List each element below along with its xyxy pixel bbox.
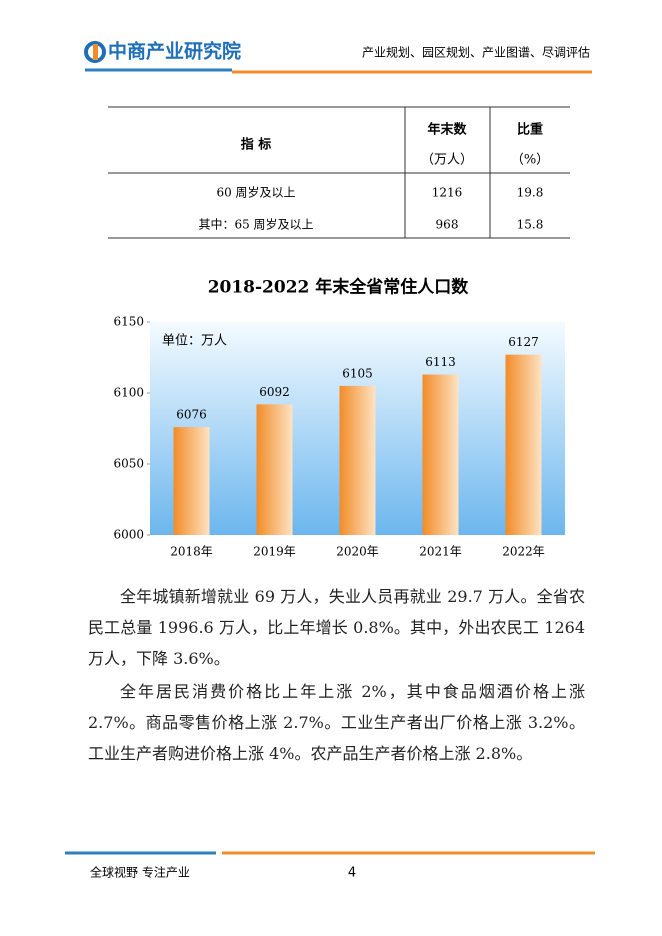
y-tick-label: 6000 (113, 528, 144, 542)
data-label: 6127 (508, 335, 539, 349)
bar (339, 385, 376, 535)
bar (256, 404, 293, 535)
page-number: 4 (348, 866, 356, 881)
data-label: 6092 (259, 385, 290, 399)
table-header: （%） (511, 153, 549, 168)
paragraph: 全年居民消费价格比上年上涨 2%，其中食品烟酒价格上涨 2.7%。商品零售价格上… (88, 682, 585, 763)
y-tick-label: 6150 (113, 315, 144, 329)
bar (173, 427, 210, 535)
x-tick-label: 2022年 (502, 545, 545, 559)
table-cell: 968 (436, 218, 459, 232)
table-header: 指 标 (241, 137, 272, 153)
footer-slogan: 全球视野 专注产业 (90, 865, 190, 880)
tagline: 产业规划、园区规划、产业图谱、尽调评估 (362, 45, 590, 60)
data-label: 6113 (425, 355, 456, 369)
bar (505, 354, 542, 535)
table-header: 比重 (517, 122, 543, 138)
logo-text: 中商产业研究院 (108, 40, 241, 63)
x-tick-label: 2019年 (253, 545, 296, 559)
table-cell: 19.8 (517, 186, 544, 200)
unit-label: 单位：万人 (162, 334, 227, 349)
table-cell: 其中：65 周岁及以上 (198, 217, 313, 232)
table-cell: 1216 (432, 186, 463, 200)
y-tick-label: 6100 (113, 386, 144, 400)
paragraph: 全年城镇新增就业 69 万人，失业人员再就业 29.7 万人。全省农民工总量 1… (88, 587, 585, 668)
x-tick-label: 2018年 (170, 545, 213, 559)
table-header: （万人） (421, 153, 473, 168)
x-tick-label: 2021年 (419, 545, 462, 559)
chart-title: 2018-2022 年末全省常住人口数 (208, 277, 470, 298)
data-label: 6105 (342, 366, 373, 380)
logo-icon (84, 41, 106, 63)
logo-icon (93, 44, 98, 60)
table-cell: 15.8 (517, 218, 544, 232)
data-label: 6076 (176, 408, 207, 422)
table-header: 年末数 (427, 122, 467, 138)
table-cell: 60 周岁及以上 (216, 185, 295, 200)
bar (422, 374, 459, 535)
y-tick-label: 6050 (113, 457, 144, 471)
table-lines (108, 106, 570, 239)
x-tick-label: 2020年 (336, 545, 379, 559)
